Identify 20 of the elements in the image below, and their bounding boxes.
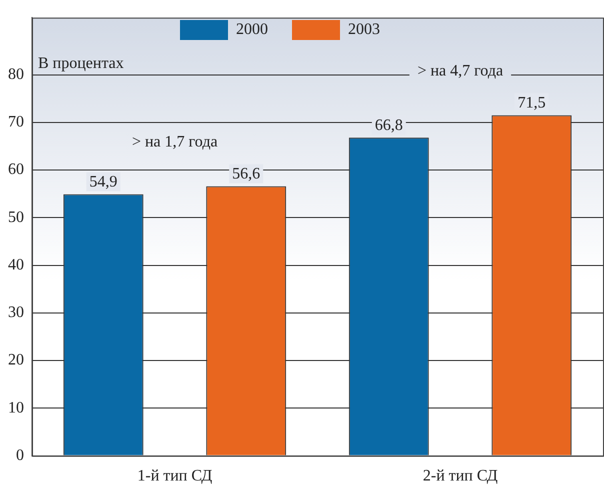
data-label: 71,5: [518, 94, 546, 112]
y-tick-label: 40: [8, 256, 24, 274]
data-label: 66,8: [374, 116, 403, 134]
y-tick-label: 50: [8, 208, 24, 226]
legend-label: 2000: [236, 21, 268, 39]
annotation: > на 1,7 года: [132, 133, 218, 150]
data-label: 56,6: [232, 165, 260, 182]
data-label: 54,9: [89, 174, 118, 191]
annotation: > на 4,7 года: [417, 62, 504, 80]
y-tick-label: 80: [8, 66, 24, 83]
legend-label: 2003: [348, 21, 380, 39]
x-tick-label: 1-й тип СД: [137, 468, 212, 485]
y-tick-label: 10: [8, 399, 24, 416]
y-tick-label: 30: [8, 304, 24, 322]
y-tick-label: 20: [8, 352, 24, 369]
y-axis-title: В процентах: [38, 54, 124, 72]
y-tick-label: 60: [8, 161, 24, 178]
x-tick-label: 2-й тип СД: [422, 468, 498, 485]
y-tick-label: 70: [8, 114, 24, 131]
y-tick-label: 0: [16, 447, 24, 464]
